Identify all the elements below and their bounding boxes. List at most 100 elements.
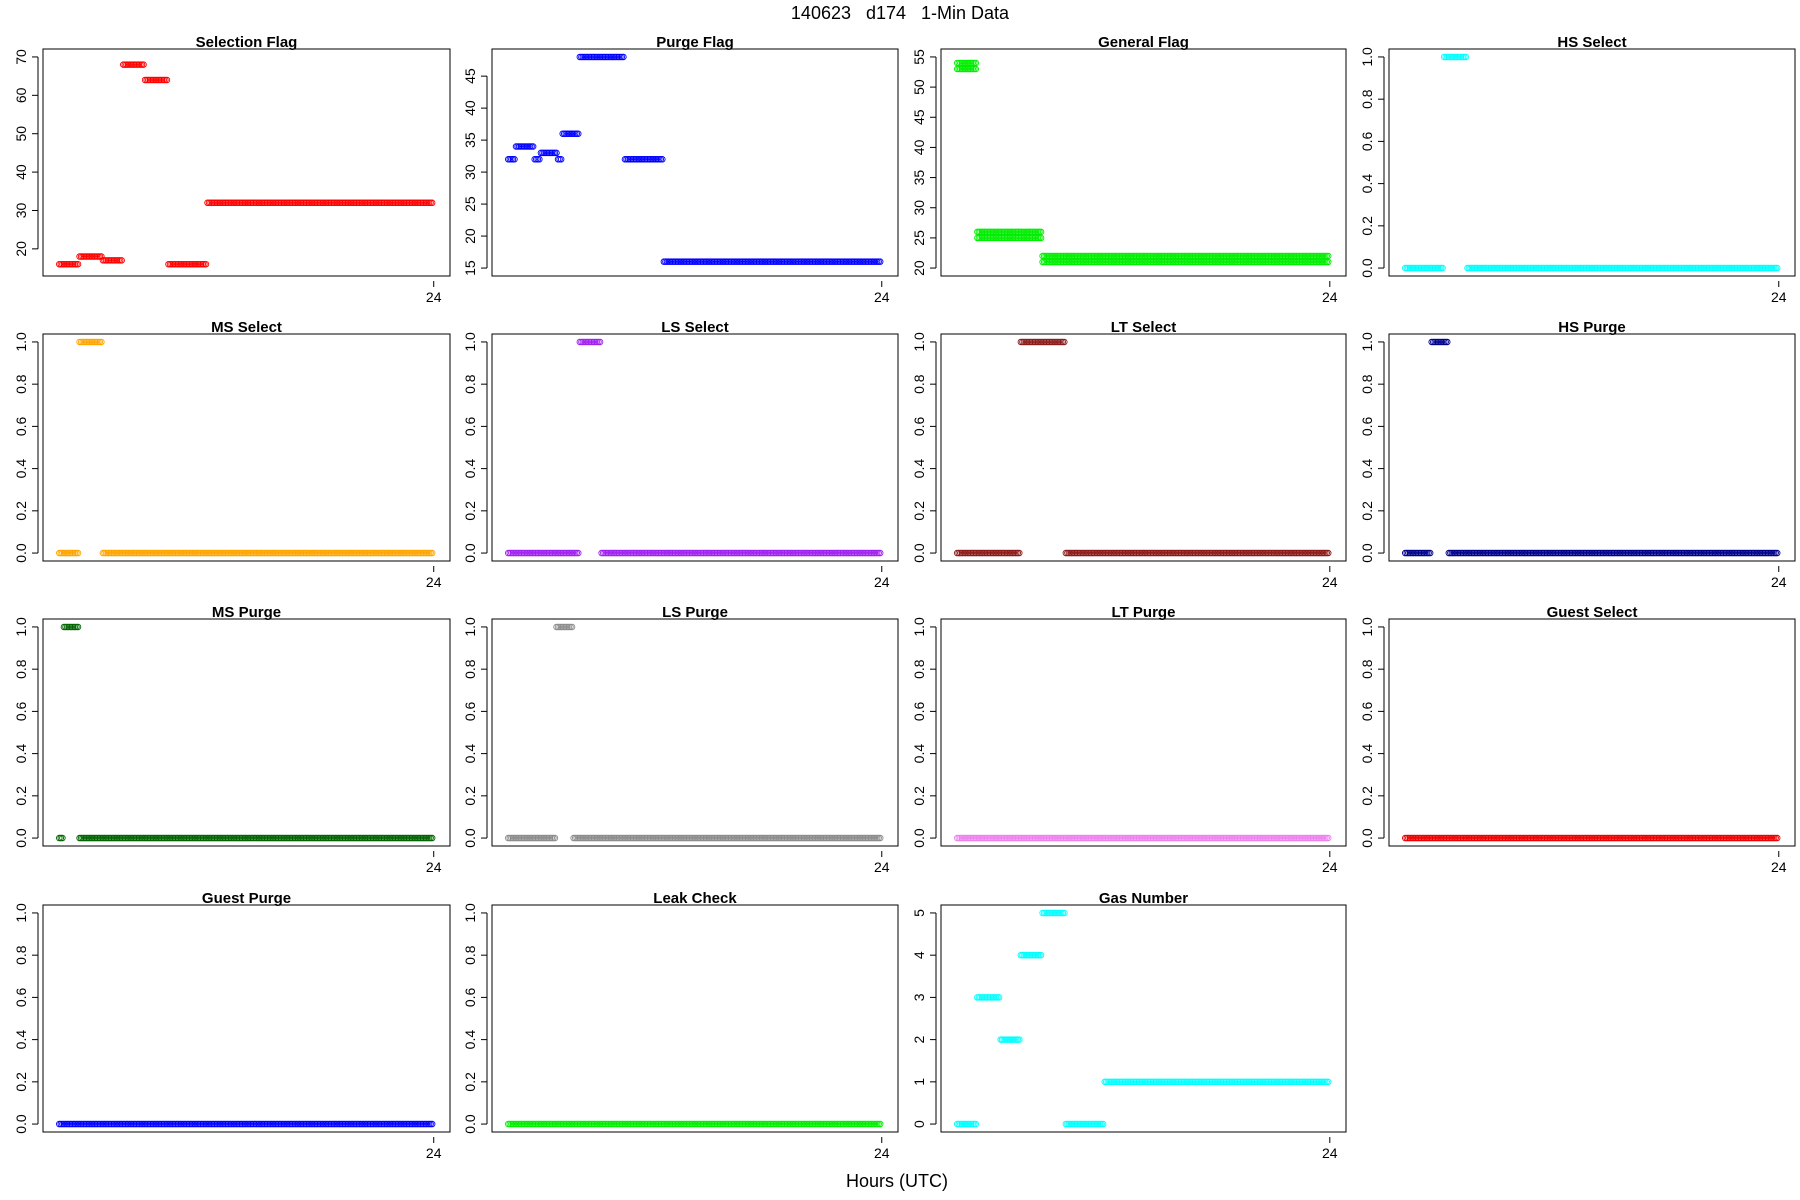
series-guest-purge — [56, 1120, 436, 1128]
x-tick-label: 24 — [874, 574, 890, 590]
y-tick-label: 0.0 — [911, 828, 927, 848]
series-ls-purge — [504, 623, 884, 842]
data-point — [1426, 549, 1434, 557]
panel-title: Purge Flag — [656, 34, 734, 51]
panel-title: Leak Check — [653, 890, 737, 907]
x-tick-label: 24 — [1771, 289, 1787, 305]
panel-title: MS Purge — [212, 604, 281, 621]
data-point — [202, 260, 210, 268]
x-tick-label: 24 — [426, 574, 442, 590]
data-point — [1061, 338, 1068, 346]
data-point — [1773, 549, 1781, 557]
panel-lt-select: LT Select 0.0 0.2 0.4 0.6 0.8 1.0 24 — [911, 319, 1347, 590]
y-tick-label: 0.4 — [462, 744, 478, 764]
y-tick-label: 1.0 — [1359, 47, 1375, 67]
series-selection-flag — [56, 61, 436, 268]
y-tick-label: 0.2 — [13, 501, 29, 521]
y-tick-label: 45 — [911, 109, 927, 125]
x-tick-label: 24 — [1771, 574, 1787, 590]
y-tick-label: 1.0 — [462, 617, 478, 637]
data-point — [557, 156, 565, 163]
y-tick-label: 0.8 — [13, 374, 29, 394]
y-tick-label: 0.6 — [462, 701, 478, 721]
y-tick-label: 0.2 — [13, 786, 29, 806]
y-tick-label: 4 — [911, 951, 927, 959]
series-guest-select — [1401, 834, 1781, 842]
data-point — [1016, 549, 1023, 557]
panel-frame — [940, 48, 1347, 277]
y-tick-label: 1.0 — [1359, 617, 1375, 637]
y-tick-label: 30 — [911, 200, 927, 216]
panel-title: Selection Flag — [196, 34, 298, 51]
panel-ms-select: MS Select 0.0 0.2 0.4 0.6 0.8 1.0 24 — [13, 319, 451, 590]
data-point — [1061, 909, 1068, 917]
panel-gas-number: Gas Number 0 1 2 3 4 5 24 — [911, 890, 1347, 1161]
y-tick-label: 30 — [13, 202, 29, 218]
data-point — [1773, 264, 1781, 272]
y-tick-label: 1.0 — [13, 332, 29, 352]
panel-title: Gas Number — [1099, 890, 1188, 907]
series-ls-select — [504, 338, 884, 557]
panel-title: General Flag — [1098, 34, 1189, 51]
panel-ms-purge: MS Purge 0.0 0.2 0.4 0.6 0.8 1.0 24 — [13, 604, 451, 875]
x-tick-label: 24 — [426, 859, 442, 875]
y-tick-label: 1.0 — [13, 903, 29, 923]
y-tick-label: 1.0 — [911, 332, 927, 352]
data-point — [1324, 258, 1332, 266]
y-tick-label: 0.2 — [462, 501, 478, 521]
data-point — [1037, 234, 1045, 242]
panel-title: HS Select — [1557, 34, 1626, 51]
y-tick-label: 20 — [13, 241, 29, 257]
y-tick-label: 0.2 — [1359, 501, 1375, 521]
figure-title: 140623 d174 1-Min Data — [791, 3, 1010, 23]
data-point — [1324, 834, 1332, 842]
y-tick-label: 20 — [462, 228, 478, 244]
y-tick-label: 0.4 — [911, 744, 927, 764]
y-tick-label: 0.0 — [462, 1114, 478, 1134]
y-tick-label: 0.0 — [13, 1114, 29, 1134]
y-tick-label: 0.0 — [462, 543, 478, 563]
x-tick-label: 24 — [426, 289, 442, 305]
y-tick-label: 60 — [13, 87, 29, 103]
series-hs-purge — [1401, 338, 1781, 557]
panel-ls-select: LS Select 0.0 0.2 0.4 0.6 0.8 1.0 24 — [462, 319, 899, 590]
x-tick-label: 24 — [874, 289, 890, 305]
panel-ls-purge: LS Purge 0.0 0.2 0.4 0.6 0.8 1.0 24 — [462, 604, 899, 875]
y-tick-label: 50 — [911, 79, 927, 95]
panel-title: LT Purge — [1112, 604, 1176, 621]
data-point — [972, 1120, 980, 1128]
data-point — [428, 199, 436, 207]
y-tick-label: 0.8 — [13, 945, 29, 965]
y-tick-label: 0.2 — [1359, 786, 1375, 806]
panel-title: HS Purge — [1558, 319, 1626, 336]
data-point — [596, 338, 604, 346]
data-point — [1462, 53, 1470, 61]
y-tick-label: 0.2 — [911, 501, 927, 521]
x-tick-label: 24 — [1322, 289, 1338, 305]
y-tick-label: 30 — [462, 164, 478, 180]
x-tick-label: 24 — [1322, 859, 1338, 875]
panel-frame — [491, 333, 899, 562]
y-tick-label: 1.0 — [462, 903, 478, 923]
data-point — [74, 260, 82, 268]
series-lt-purge — [953, 834, 1332, 842]
data-point — [118, 257, 125, 264]
panel-title: LS Select — [661, 319, 729, 336]
y-tick-label: 1.0 — [911, 617, 927, 637]
panel-hs-purge: HS Purge 0.0 0.2 0.4 0.6 0.8 1.0 24 — [1359, 319, 1796, 590]
y-tick-label: 0.6 — [462, 987, 478, 1007]
series-hs-select — [1401, 53, 1781, 272]
panel-title: Guest Select — [1547, 604, 1638, 621]
y-tick-label: 35 — [462, 132, 478, 148]
data-point — [876, 834, 884, 842]
panel-frame — [42, 48, 451, 277]
data-point — [74, 623, 82, 631]
y-tick-label: 3 — [911, 993, 927, 1001]
y-tick-label: 50 — [13, 126, 29, 142]
series-gas-number — [953, 909, 1332, 1128]
panel-purge-flag: Purge Flag 15 20 25 30 35 40 45 24 — [462, 34, 899, 305]
y-tick-label: 0.0 — [1359, 828, 1375, 848]
y-tick-label: 0.8 — [462, 945, 478, 965]
